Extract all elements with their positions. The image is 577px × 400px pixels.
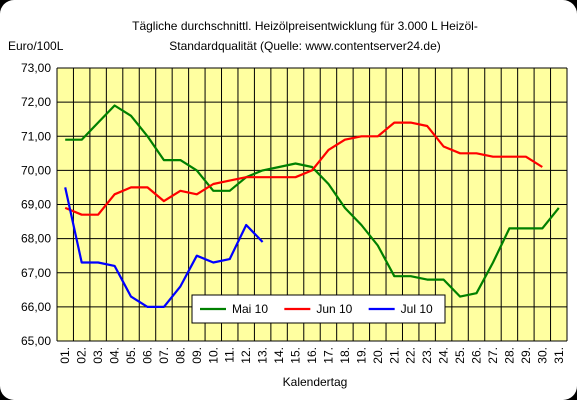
x-tick-label: 17. — [321, 347, 335, 364]
y-tick-label: 66,00 — [21, 300, 51, 314]
y-tick-label: 65,00 — [21, 334, 51, 348]
x-tick-label: 11. — [223, 347, 237, 363]
x-tick-label: 28. — [502, 347, 516, 364]
x-tick-label: 01. — [58, 347, 72, 364]
y-axis-title: Euro/100L — [8, 39, 64, 53]
x-tick-label: 27. — [486, 347, 500, 364]
legend-label: Mai 10 — [232, 302, 268, 316]
x-tick-label: 30. — [535, 347, 549, 364]
y-tick-label: 69,00 — [21, 198, 51, 212]
x-tick-label: 03. — [91, 347, 105, 364]
x-tick-label: 18. — [338, 347, 352, 364]
x-tick-label: 07. — [157, 347, 171, 364]
y-tick-label: 72,00 — [21, 95, 51, 109]
y-tick-label: 73,00 — [21, 61, 51, 75]
y-tick-label: 67,00 — [21, 266, 51, 280]
x-tick-label: 25. — [453, 347, 467, 364]
x-tick-label: 06. — [140, 347, 154, 364]
x-tick-label: 09. — [190, 347, 204, 364]
x-tick-label: 14. — [272, 347, 286, 364]
x-tick-label: 10. — [206, 347, 220, 364]
y-tick-label: 68,00 — [21, 232, 51, 246]
legend-label: Jul 10 — [401, 302, 433, 316]
x-tick-label: 26. — [470, 347, 484, 364]
x-tick-label: 15. — [289, 347, 303, 364]
x-tick-label: 02. — [75, 347, 89, 364]
x-tick-label: 12. — [239, 347, 253, 364]
x-tick-label: 29. — [519, 347, 533, 364]
x-tick-label: 22. — [404, 347, 418, 364]
x-tick-label: 04. — [108, 347, 122, 364]
x-tick-label: 13. — [256, 347, 270, 364]
x-tick-label: 20. — [371, 347, 385, 364]
series-line-2 — [64, 121, 543, 216]
series-line-3 — [64, 187, 264, 308]
x-tick-label: 05. — [124, 347, 138, 364]
x-tick-label: 21. — [387, 347, 401, 364]
x-tick-label: 16. — [305, 347, 319, 364]
x-tick-label: 24. — [437, 347, 451, 364]
x-tick-label: 19. — [354, 347, 368, 364]
legend-box — [191, 294, 446, 324]
legend-label: Jun 10 — [316, 302, 352, 316]
x-tick-label: 31. — [552, 347, 566, 364]
chart-title-line-2: Standardqualität (Quelle: www.contentser… — [169, 39, 440, 53]
x-axis-title: Kalendertag — [283, 375, 348, 389]
x-tick-label: 08. — [173, 347, 187, 364]
y-tick-label: 70,00 — [21, 163, 51, 177]
y-tick-label: 71,00 — [21, 129, 51, 143]
x-tick-label: 23. — [420, 347, 434, 364]
series-line-1 — [65, 104, 560, 298]
chart-title-line-1: Tägliche durchschnittl. Heizölpreisentwi… — [132, 19, 478, 33]
